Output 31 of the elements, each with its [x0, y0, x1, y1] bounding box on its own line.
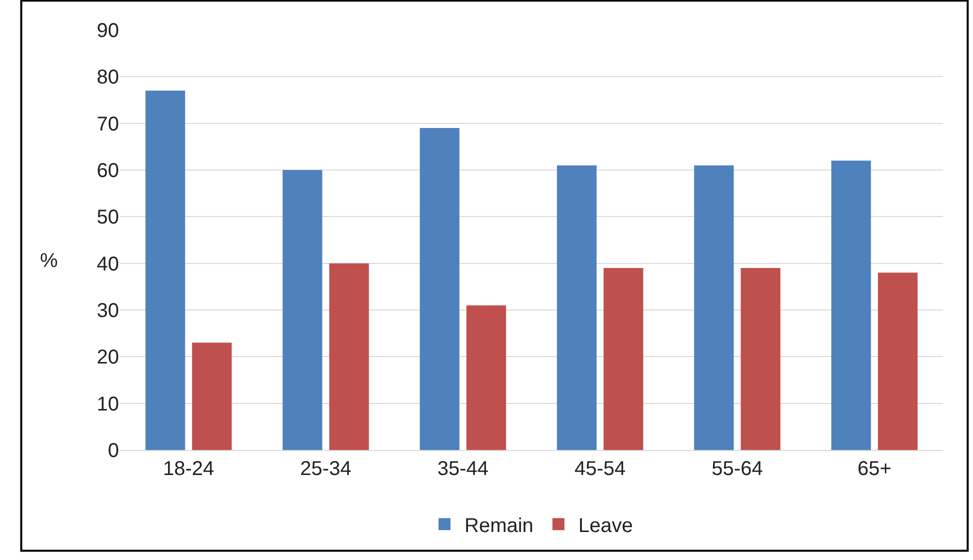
bar	[466, 305, 506, 450]
y-tick-label: 10	[96, 393, 119, 416]
bar	[282, 170, 322, 450]
y-tick-label: 20	[96, 346, 119, 369]
y-tick-label: 90	[96, 20, 119, 42]
bar	[556, 165, 597, 450]
x-tick-label: 55-64	[712, 458, 763, 480]
y-tick-label: 0	[108, 440, 119, 462]
legend-label: Remain	[464, 514, 534, 537]
y-tick-label: 80	[96, 66, 119, 89]
y-axis-title: %	[40, 250, 58, 272]
y-tick-label: 70	[96, 113, 119, 136]
x-tick-label: 45-54	[574, 458, 626, 480]
bar	[145, 90, 186, 450]
y-tick-label: 60	[96, 160, 119, 182]
y-tick-label: 50	[96, 206, 119, 229]
x-tick-label: 18-24	[163, 458, 214, 480]
legend-label: Leave	[578, 514, 633, 537]
x-tick-label: 35-44	[437, 458, 488, 480]
bar	[604, 268, 644, 450]
y-tick-label: 30	[96, 300, 119, 322]
x-tick-label: 25-34	[300, 458, 352, 480]
bar	[878, 272, 918, 450]
bar	[329, 263, 369, 450]
bar	[694, 165, 734, 450]
x-tick-label: 65+	[857, 458, 892, 480]
bar	[420, 128, 460, 450]
bar	[192, 342, 232, 450]
bar	[740, 268, 780, 450]
y-tick-label: 40	[96, 253, 119, 276]
bar	[831, 160, 871, 450]
